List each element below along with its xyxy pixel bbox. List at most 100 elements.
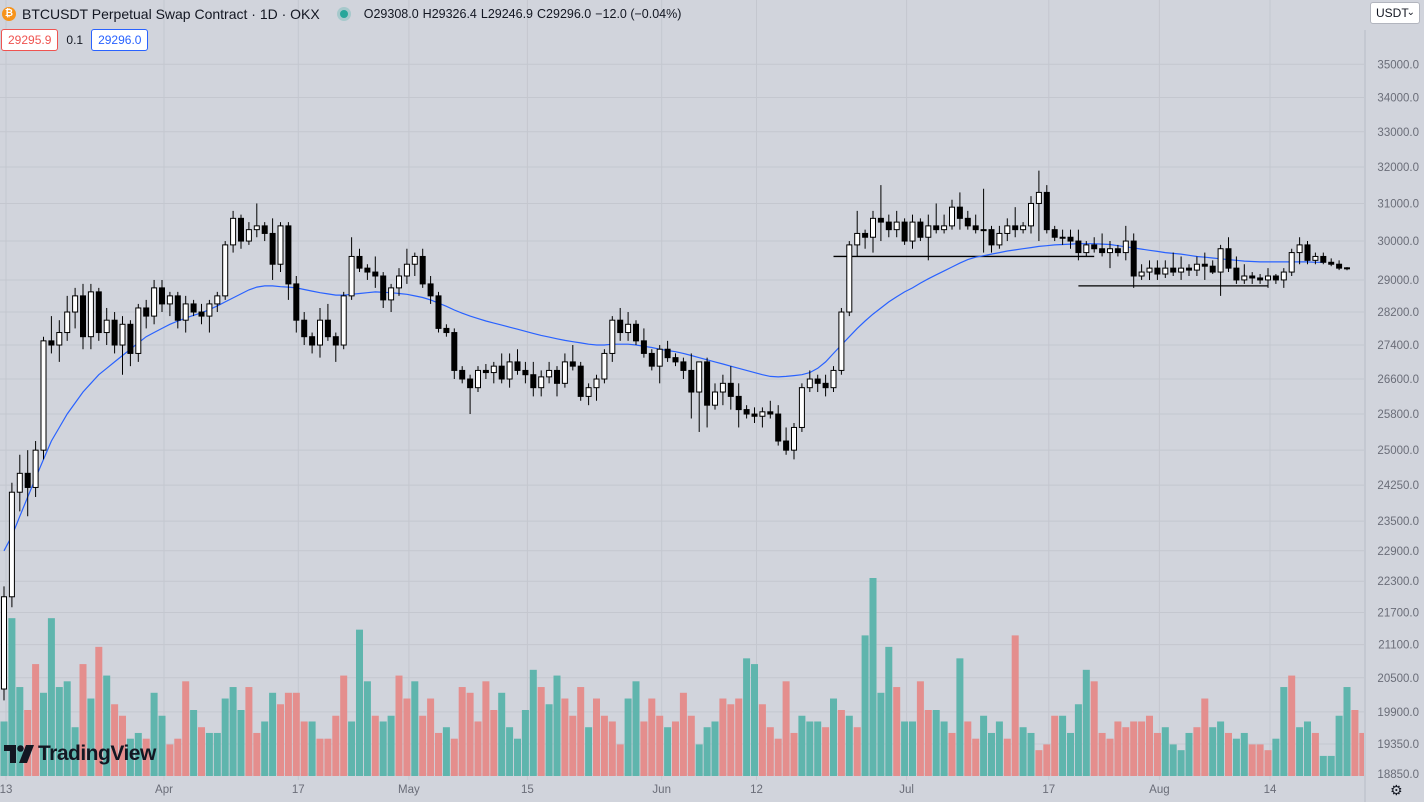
candlestick: [269, 218, 276, 280]
candle-body: [1225, 248, 1232, 269]
volume-bar: [308, 721, 316, 776]
volume-bar: [924, 710, 932, 776]
candle-body: [1067, 236, 1074, 242]
candle-body: [1146, 267, 1153, 273]
candle-body: [561, 361, 568, 384]
candle-body: [261, 225, 268, 234]
candle-body: [1091, 244, 1098, 250]
candlestick: [40, 336, 47, 460]
volume-bar: [1240, 732, 1248, 776]
candlestick: [1280, 268, 1287, 288]
candle-body: [1154, 267, 1161, 275]
volume-bar: [324, 738, 332, 776]
volume-bar: [656, 715, 664, 776]
candlestick: [340, 291, 347, 350]
candlestick: [949, 199, 955, 230]
volume-bar: [482, 681, 490, 776]
candle-body: [1209, 265, 1216, 273]
time-tick-label: 12: [750, 784, 763, 796]
volume-bar: [363, 681, 371, 776]
volume-bar: [672, 721, 679, 776]
candlestick: [577, 361, 584, 401]
volume-bar: [1304, 721, 1311, 776]
volume-bar: [1027, 732, 1035, 776]
candle-body: [80, 295, 86, 338]
candlestick: [561, 353, 568, 388]
candlestick: [411, 252, 418, 276]
candle-body: [1043, 191, 1050, 231]
candlestick: [640, 328, 647, 358]
candle-body: [214, 295, 221, 305]
candlestick: [143, 299, 150, 329]
volume-bar: [245, 687, 253, 776]
candle-body: [1186, 267, 1192, 271]
tradingview-logo[interactable]: TradingView: [4, 742, 156, 766]
bitcoin-icon[interactable]: ₿: [2, 7, 16, 21]
time-tick-label: May: [398, 784, 420, 796]
tradingview-logo-icon: [4, 745, 34, 763]
volume-bar: [814, 721, 822, 776]
volume-bar: [1035, 750, 1043, 776]
sell-price-button[interactable]: 29295.9: [1, 29, 59, 51]
candle-body: [522, 369, 529, 376]
candlestick: [198, 303, 205, 325]
candlestick: [317, 307, 323, 358]
volume-bar: [292, 692, 300, 776]
gear-icon[interactable]: ⚙: [1390, 782, 1403, 798]
candlestick: [1059, 229, 1066, 245]
volume-bar: [711, 721, 719, 776]
volume-bar: [719, 698, 727, 776]
volume-bar: [174, 738, 182, 776]
volume-bar: [221, 698, 229, 776]
volume-bar: [134, 732, 142, 776]
volume-bar: [32, 664, 40, 776]
candlestick: [1099, 233, 1106, 257]
candlestick: [1107, 241, 1113, 269]
candle-body: [838, 311, 845, 371]
candlestick: [791, 422, 797, 460]
volume-bar: [1011, 635, 1019, 776]
candle-body: [830, 369, 837, 389]
candlestick: [522, 361, 529, 384]
volume-bar: [150, 692, 158, 776]
volume-bar: [450, 738, 458, 776]
volume-bar: [758, 704, 766, 776]
candle-body: [656, 348, 663, 367]
candle-body: [1, 596, 7, 690]
candle-body: [901, 221, 908, 242]
candlestick: [719, 374, 726, 406]
candle-body: [601, 352, 608, 380]
candlestick: [206, 299, 213, 333]
buy-price-button[interactable]: 29296.0: [91, 29, 149, 51]
candle-body: [277, 225, 284, 265]
symbol-title[interactable]: BTCUSDT Perpetual Swap Contract · 1D · O…: [22, 6, 320, 22]
price-tick-label: 33000.0: [1377, 127, 1419, 139]
candle-body: [419, 255, 426, 285]
candle-body: [388, 287, 395, 301]
candlestick: [870, 210, 876, 253]
candlestick: [1272, 274, 1279, 284]
candlestick: [1217, 244, 1224, 296]
candlestick: [8, 482, 15, 608]
candle-body: [640, 340, 647, 354]
candle-body: [814, 378, 821, 384]
volume-bar: [577, 687, 585, 776]
candle-body: [1178, 267, 1185, 273]
candle-body: [1059, 236, 1066, 239]
candle-body: [245, 229, 252, 242]
candle-body: [8, 491, 15, 598]
candle-body: [317, 319, 323, 346]
low-label: L: [480, 7, 488, 21]
volume-bar: [458, 687, 466, 776]
volume-bar: [498, 692, 506, 776]
volume-bar: [679, 692, 687, 776]
volume-bar: [521, 710, 529, 776]
volume-bar: [427, 698, 435, 776]
candle-body: [506, 361, 513, 380]
candle-body: [554, 369, 560, 384]
volume-bar: [1122, 727, 1130, 776]
volume-bar: [600, 715, 608, 776]
currency-selector[interactable]: USDT ⌄: [1370, 2, 1420, 24]
candlestick: [111, 312, 118, 354]
